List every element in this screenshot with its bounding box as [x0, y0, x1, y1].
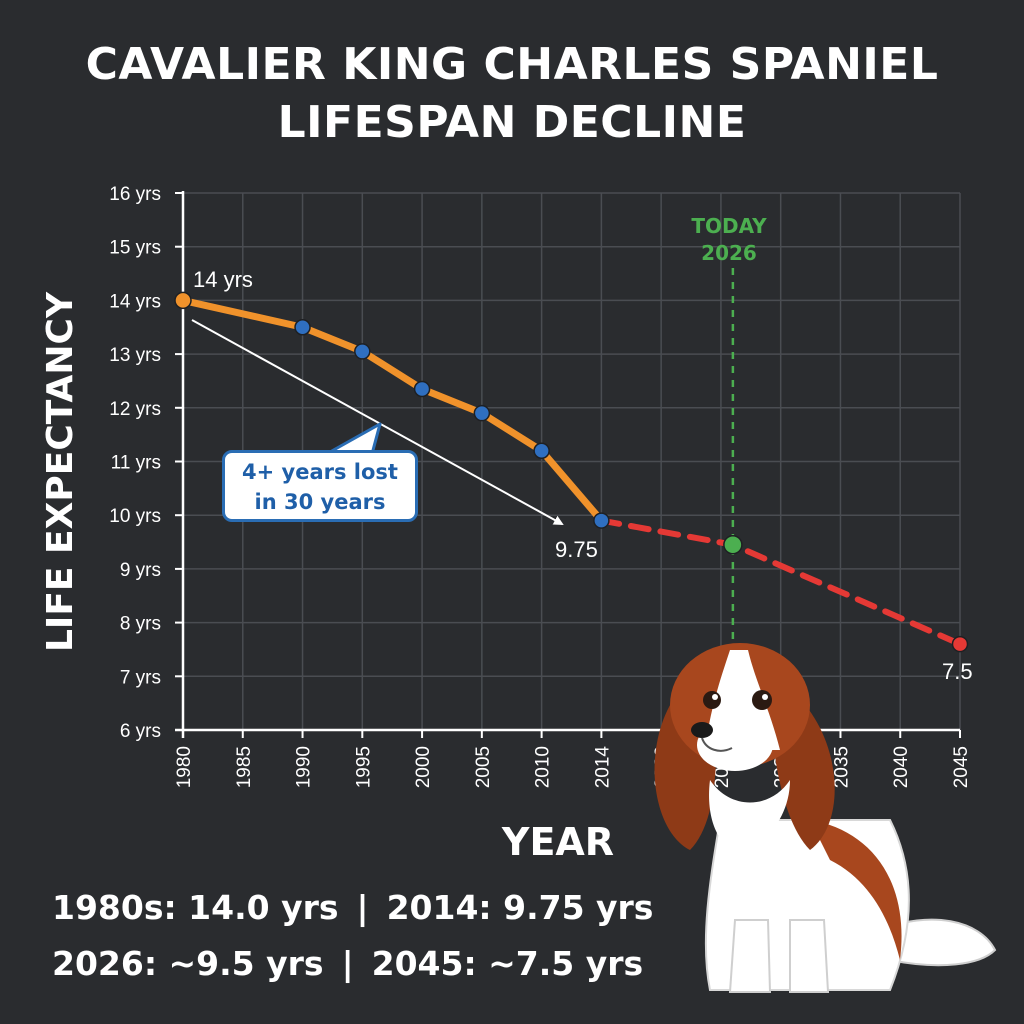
summary-row-2: 2026: ~9.5 yrs | 2045: ~7.5 yrs [52, 936, 653, 992]
x-tick-label: 2035 [831, 746, 852, 788]
chart-title-line2: LIFESPAN DECLINE [277, 97, 747, 148]
y-tick-label: 13 yrs [109, 345, 161, 366]
data-markers [174, 291, 969, 653]
axes [175, 191, 960, 738]
summary-2014: 2014: 9.75 yrs [386, 888, 654, 927]
x-tick-label: 1985 [234, 746, 255, 788]
y-tick-label: 11 yrs [111, 453, 161, 474]
summary-stats: 1980s: 14.0 yrs | 2014: 9.75 yrs 2026: ~9.… [52, 880, 653, 992]
start-value-label: 14 yrs [193, 267, 253, 292]
data-point [473, 404, 491, 422]
summary-separator: | [341, 944, 354, 983]
summary-1980s: 1980s: 14.0 yrs [52, 888, 339, 927]
data-point-today [723, 534, 743, 555]
data-point [354, 343, 371, 360]
callout-line2: in 30 years [254, 490, 386, 514]
x-axis-title: YEAR [501, 820, 614, 864]
data-point [533, 442, 550, 460]
y-tick-label: 6 yrs [120, 721, 161, 742]
y-tick-label: 12 yrs [109, 399, 161, 420]
y-tick-label: 8 yrs [120, 614, 161, 635]
x-tick-label: 2045 [951, 746, 972, 788]
summary-separator: | [356, 888, 369, 927]
value-label-2045: 7.5 [942, 659, 973, 684]
data-point [294, 319, 311, 336]
y-tick-label: 16 yrs [109, 184, 161, 205]
y-axis-title: LIFE EXPECTANCY [40, 291, 81, 652]
y-tick-label: 7 yrs [120, 667, 161, 688]
y-tick-label: 15 yrs [109, 238, 161, 259]
today-label-line2: 2026 [701, 241, 757, 265]
summary-2045: 2045: ~7.5 yrs [371, 944, 644, 983]
data-point [593, 512, 610, 529]
chart-title: CAVALIER KING CHARLES SPANIEL LIFESPAN D… [0, 36, 1024, 152]
trend-arrow [191, 319, 564, 525]
grid-lines [182, 192, 961, 731]
y-tick-labels: 6 yrs 7 yrs 8 yrs 9 yrs 10 yrs 11 yrs 12 yrs 13… [109, 184, 183, 742]
data-point-end [951, 635, 969, 653]
x-tick-label: 1995 [353, 746, 374, 788]
summary-row-1: 1980s: 14.0 yrs | 2014: 9.75 yrs [52, 880, 653, 936]
y-tick-label: 9 yrs [120, 560, 161, 581]
y-tick-label: 10 yrs [109, 506, 161, 527]
summary-2026: 2026: ~9.5 yrs [52, 944, 324, 983]
data-point-start [174, 291, 192, 310]
value-label-2014: 9.75 [555, 537, 598, 562]
callout-box: 4+ years lost in 30 years [222, 450, 418, 522]
today-label-line1: TODAY [691, 214, 767, 238]
x-tick-label: 2005 [473, 746, 494, 788]
data-point [413, 380, 431, 398]
callout-line1: 4+ years lost [242, 460, 398, 484]
x-tick-label: 2014 [592, 746, 613, 789]
x-tick-label: 1980 [174, 746, 195, 788]
x-tick-label: 2000 [413, 746, 434, 788]
y-tick-label: 14 yrs [109, 291, 161, 312]
x-tick-label: 2040 [891, 746, 912, 788]
cavalier-spaniel-illustration [654, 643, 997, 993]
x-tick-label: 2010 [533, 746, 554, 788]
chart-title-line1: CAVALIER KING CHARLES SPANIEL [85, 39, 939, 90]
x-tick-label: 1990 [294, 746, 315, 788]
